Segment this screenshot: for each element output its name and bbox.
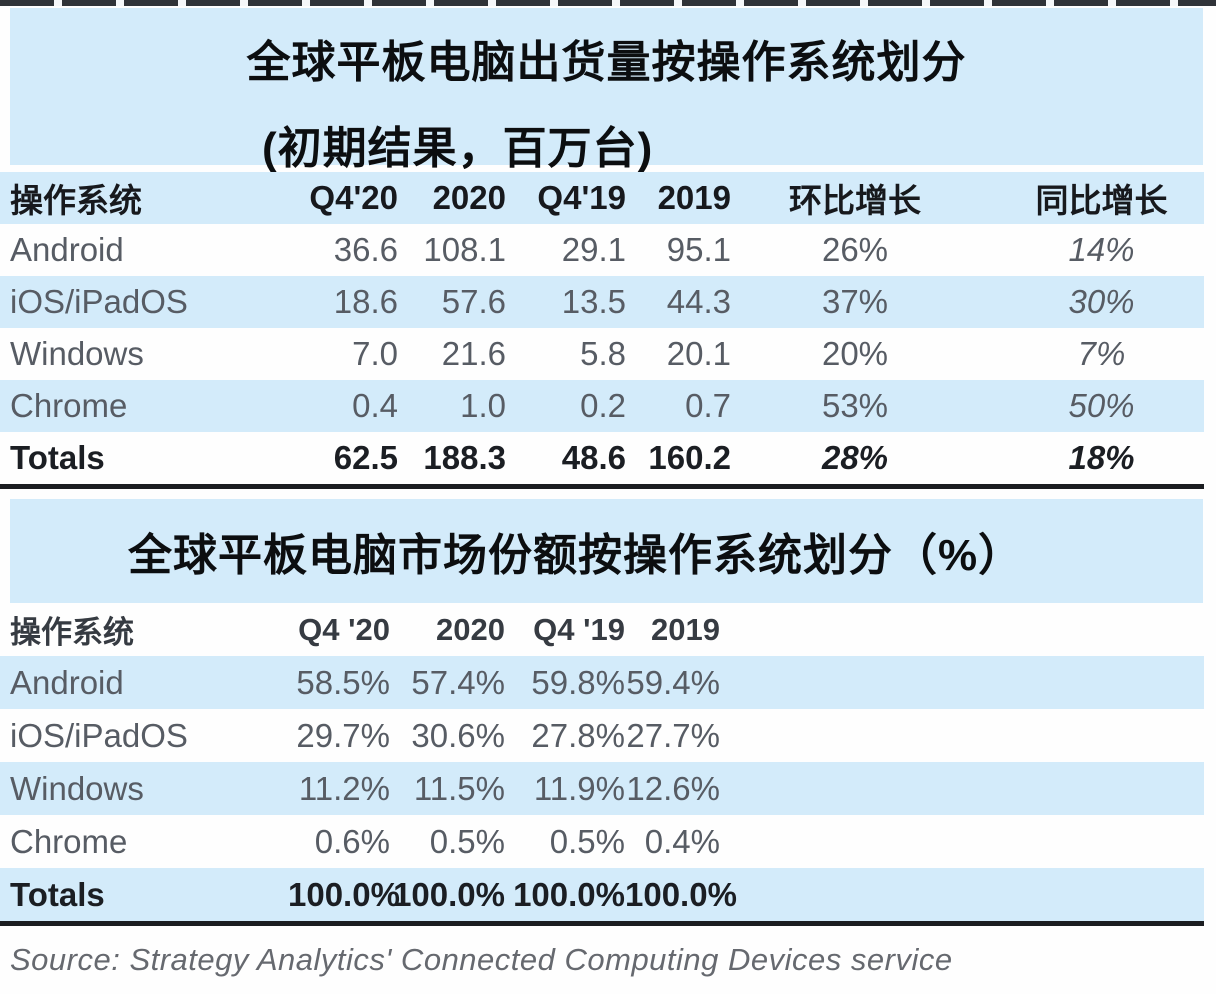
header-q4-19: Q4'19 bbox=[537, 179, 626, 216]
os-label: iOS/iPadOS bbox=[10, 716, 188, 754]
cell-2019: 20.1 bbox=[666, 335, 731, 372]
spacer bbox=[0, 489, 1216, 499]
os-label: iOS/iPadOS bbox=[10, 283, 188, 320]
table-row-android: Android 58.5% 57.4% 59.8% 59.4% bbox=[0, 656, 1204, 709]
share-title-band: 全球平板电脑市场份额按操作系统划分（%） bbox=[10, 499, 1203, 603]
table-row-android: Android 36.6 108.1 29.1 95.1 26% 14% bbox=[0, 224, 1204, 276]
cell-2020: 108.1 bbox=[423, 231, 506, 268]
cell-yoy: 14% bbox=[1068, 231, 1135, 268]
totals-label: Totals bbox=[10, 439, 105, 476]
table-row-totals: Totals 100.0% 100.0% 100.0% 100.0% bbox=[0, 868, 1204, 921]
cell-q4-20: 58.5% bbox=[296, 663, 390, 701]
table-row-ios: iOS/iPadOS 29.7% 30.6% 27.8% 27.7% bbox=[0, 709, 1204, 762]
table-row-ios: iOS/iPadOS 18.6 57.6 13.5 44.3 37% 30% bbox=[0, 276, 1204, 328]
table-row-chrome: Chrome 0.6% 0.5% 0.5% 0.4% bbox=[0, 815, 1204, 868]
cell-2020: 100.0% bbox=[393, 875, 505, 913]
header-os: 操作系统 bbox=[10, 182, 142, 219]
cell-q4-19: 59.8% bbox=[531, 663, 625, 701]
cell-q4-19: 11.9% bbox=[533, 769, 625, 807]
cell-q4-20: 18.6 bbox=[333, 283, 398, 320]
cell-2020: 30.6% bbox=[411, 716, 505, 754]
table-row-totals: Totals 62.5 188.3 48.6 160.2 28% 18% bbox=[0, 432, 1204, 484]
cell-2020: 1.0 bbox=[460, 387, 506, 424]
os-label: Chrome bbox=[10, 822, 128, 860]
header-q4-20: Q4 '20 bbox=[298, 611, 390, 647]
cell-q4-20: 0.4 bbox=[352, 387, 398, 424]
share-title: 全球平板电脑市场份额按操作系统划分（%） bbox=[128, 531, 1024, 580]
table-row-windows: Windows 11.2% 11.5% 11.9% 12.6% bbox=[0, 762, 1204, 815]
cell-q4-20: 29.7% bbox=[296, 716, 390, 754]
cell-2019: 100.0% bbox=[625, 875, 737, 913]
header-q4-20: Q4'20 bbox=[309, 179, 398, 216]
cell-2020: 0.5% bbox=[429, 822, 505, 860]
os-label: Windows bbox=[10, 335, 144, 372]
cell-2019: 0.4% bbox=[644, 822, 720, 860]
source-note: Source: Strategy Analytics' Connected Co… bbox=[10, 942, 953, 977]
table-row-windows: Windows 7.0 21.6 5.8 20.1 20% 7% bbox=[0, 328, 1204, 380]
os-label: Chrome bbox=[10, 387, 128, 424]
share-header-row: 操作系统 Q4 '20 2020 Q4 '19 2019 bbox=[0, 603, 1204, 656]
header-q4-19: Q4 '19 bbox=[533, 611, 625, 647]
os-label: Android bbox=[10, 231, 124, 268]
cell-2020: 57.6 bbox=[441, 283, 506, 320]
top-border-line bbox=[0, 0, 1216, 6]
cell-2019: 160.2 bbox=[648, 439, 731, 476]
os-label: Android bbox=[10, 663, 124, 701]
shipments-title: 全球平板电脑出货量按操作系统划分 bbox=[246, 38, 967, 87]
cell-2020: 21.6 bbox=[441, 335, 506, 372]
cell-yoy: 18% bbox=[1068, 439, 1135, 476]
cell-2019: 44.3 bbox=[666, 283, 731, 320]
os-label: Windows bbox=[10, 769, 144, 807]
cell-q4-19: 5.8 bbox=[580, 335, 626, 372]
cell-q4-19: 100.0% bbox=[513, 875, 625, 913]
header-qoq-growth: 环比增长 bbox=[789, 182, 921, 219]
cell-yoy: 30% bbox=[1068, 283, 1135, 320]
cell-yoy: 7% bbox=[1077, 335, 1126, 372]
cell-2019: 59.4% bbox=[626, 663, 720, 701]
cell-qoq: 37% bbox=[821, 283, 889, 320]
cell-q4-19: 29.1 bbox=[561, 231, 626, 268]
cell-2020: 188.3 bbox=[423, 439, 506, 476]
cell-q4-19: 0.5% bbox=[549, 822, 625, 860]
header-os: 操作系统 bbox=[10, 615, 134, 650]
cell-2020: 11.5% bbox=[413, 769, 505, 807]
cell-q4-19: 0.2 bbox=[580, 387, 626, 424]
cell-2019: 0.7 bbox=[685, 387, 731, 424]
header-2020: 2020 bbox=[436, 611, 505, 647]
cell-qoq: 28% bbox=[821, 439, 889, 476]
totals-label: Totals bbox=[10, 875, 105, 913]
cell-q4-19: 48.6 bbox=[561, 439, 626, 476]
cell-qoq: 26% bbox=[821, 231, 889, 268]
cell-q4-20: 0.6% bbox=[314, 822, 390, 860]
shipments-header-row: 操作系统 Q4'20 2020 Q4'19 2019 环比增长 同比增长 bbox=[0, 172, 1204, 224]
header-2020: 2020 bbox=[432, 179, 506, 216]
cell-yoy: 50% bbox=[1068, 387, 1135, 424]
cell-qoq: 53% bbox=[821, 387, 889, 424]
table-bottom-rule bbox=[0, 484, 1204, 489]
cell-q4-20: 11.2% bbox=[298, 769, 390, 807]
cell-q4-20: 100.0% bbox=[288, 875, 400, 913]
shipments-title-band: 全球平板电脑出货量按操作系统划分 (初期结果，百万台) bbox=[10, 8, 1203, 173]
cell-q4-20: 36.6 bbox=[333, 231, 398, 268]
header-yoy-growth: 同比增长 bbox=[1035, 182, 1168, 219]
cell-q4-19: 27.8% bbox=[531, 716, 625, 754]
shipments-subtitle: (初期结果，百万台) bbox=[262, 124, 654, 173]
cell-qoq: 20% bbox=[821, 335, 889, 372]
cell-2020: 57.4% bbox=[411, 663, 505, 701]
cell-q4-20: 62.5 bbox=[333, 439, 398, 476]
header-2019: 2019 bbox=[651, 611, 720, 647]
cell-2019: 27.7% bbox=[626, 716, 720, 754]
cell-2019: 12.6% bbox=[626, 769, 720, 807]
cell-q4-19: 13.5 bbox=[561, 283, 626, 320]
cell-q4-20: 7.0 bbox=[352, 335, 398, 372]
cell-2019: 95.1 bbox=[666, 231, 731, 268]
table-row-chrome: Chrome 0.4 1.0 0.2 0.7 53% 50% bbox=[0, 380, 1204, 432]
table-bottom-rule bbox=[0, 921, 1204, 926]
header-2019: 2019 bbox=[657, 179, 731, 216]
